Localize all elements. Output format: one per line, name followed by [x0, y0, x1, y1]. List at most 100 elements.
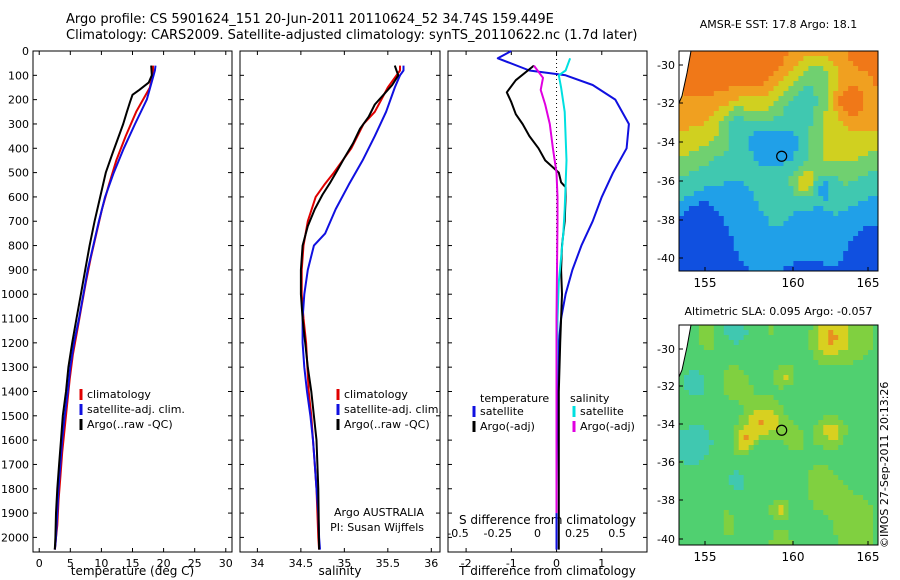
- map-cell: [828, 216, 834, 222]
- map-cell: [693, 191, 700, 197]
- map-cell: [738, 425, 745, 431]
- map-cell: [873, 151, 879, 157]
- map-cell: [708, 535, 715, 541]
- map-cell: [873, 425, 879, 431]
- map-cell: [768, 505, 774, 511]
- map-cell: [763, 425, 769, 431]
- map-cell: [873, 500, 879, 506]
- map-cell: [718, 131, 725, 137]
- map-cell: [738, 246, 745, 252]
- legend-label: Argo(-adj): [580, 420, 635, 433]
- map-cell: [783, 390, 789, 396]
- map-cell: [833, 251, 839, 257]
- map-cell: [873, 375, 879, 381]
- map-cell: [758, 246, 764, 252]
- map-cell: [838, 211, 844, 217]
- map-cell: [733, 216, 740, 222]
- map-cell: [863, 231, 869, 237]
- map-cell: [853, 345, 859, 351]
- map-cell: [758, 151, 764, 157]
- map-cell: [708, 390, 715, 396]
- map-cell: [793, 440, 799, 446]
- map-cell: [818, 520, 824, 526]
- map-cell: [778, 231, 784, 237]
- map-cell: [688, 76, 695, 82]
- map-cell: [783, 350, 789, 356]
- map-cell: [738, 450, 745, 456]
- legend-label: Argo(-adj): [480, 420, 535, 433]
- map-cell: [773, 495, 779, 501]
- map-cell: [823, 201, 829, 207]
- map-cell: [703, 236, 710, 242]
- map-cell: [873, 211, 879, 217]
- map-cell: [753, 181, 760, 187]
- top-x-tick-label: -0.5: [447, 527, 468, 540]
- map-cell: [703, 181, 710, 187]
- map-cell: [848, 141, 854, 147]
- map-cell: [743, 435, 750, 441]
- map-cell: [763, 171, 769, 177]
- map-cell: [713, 221, 720, 227]
- map-cell: [713, 440, 720, 446]
- map-cell: [698, 71, 705, 77]
- map-cell: [679, 370, 685, 376]
- map-cell: [743, 251, 750, 257]
- map-cell: [828, 236, 834, 242]
- map-cell: [733, 101, 740, 107]
- map-cell: [873, 395, 879, 401]
- map-cell: [723, 435, 730, 441]
- map-cell: [848, 121, 854, 127]
- map-cell: [733, 515, 740, 521]
- map-cell: [803, 231, 809, 237]
- map-cell: [783, 106, 789, 112]
- map-cell: [823, 540, 829, 546]
- map-cell: [703, 86, 710, 92]
- map-cell: [688, 71, 695, 77]
- map-cell: [783, 261, 789, 267]
- map-cell: [863, 216, 869, 222]
- map-cell: [853, 540, 859, 546]
- map-cell: [813, 71, 819, 77]
- map-cell: [803, 201, 809, 207]
- map-cell: [828, 445, 834, 451]
- map-cell: [848, 325, 854, 331]
- map-cell: [828, 405, 834, 411]
- map-cell: [868, 490, 874, 496]
- map-cell: [713, 410, 720, 416]
- map-cell: [748, 460, 755, 466]
- map-cell: [698, 196, 705, 202]
- map-cell: [728, 440, 735, 446]
- map-cell: [688, 61, 695, 67]
- map-cell: [748, 156, 755, 162]
- map-cell: [688, 380, 695, 386]
- map-cell: [713, 485, 720, 491]
- map-cell: [703, 495, 710, 501]
- map-cell: [753, 370, 760, 376]
- map-cell: [853, 256, 859, 262]
- map-cell: [853, 141, 859, 147]
- map-cell: [693, 121, 700, 127]
- map-cell: [793, 101, 799, 107]
- map-cell: [853, 186, 859, 192]
- map-cell: [828, 480, 834, 486]
- map-cell: [838, 430, 844, 436]
- map-cell: [763, 181, 769, 187]
- map-cell: [783, 505, 789, 511]
- map-cell: [848, 450, 854, 456]
- map-cell: [868, 156, 874, 162]
- map-cell: [793, 231, 799, 237]
- map-cell: [753, 395, 760, 401]
- map-cell: [798, 101, 804, 107]
- map-cell: [733, 66, 740, 72]
- map-cell: [873, 435, 879, 441]
- map-cell: [833, 141, 839, 147]
- map-cell: [778, 410, 784, 416]
- series-line-3: [555, 57, 572, 514]
- map-cell: [718, 475, 725, 481]
- map-cell: [798, 520, 804, 526]
- map-cell: [748, 211, 755, 217]
- map-cell: [698, 440, 705, 446]
- map-cell: [718, 380, 725, 386]
- map-cell: [748, 345, 755, 351]
- map-cell: [863, 131, 869, 137]
